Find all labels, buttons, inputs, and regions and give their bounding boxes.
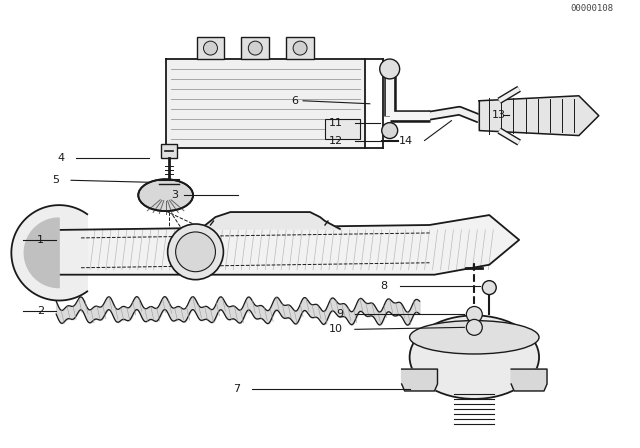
Bar [196, 37, 225, 59]
Polygon shape [200, 212, 340, 229]
Ellipse shape [138, 179, 193, 211]
Circle shape [380, 59, 399, 79]
Circle shape [467, 319, 483, 335]
Text: 6: 6 [291, 96, 298, 106]
Text: 2: 2 [37, 306, 44, 316]
Polygon shape [24, 218, 59, 288]
Circle shape [248, 41, 262, 55]
Text: 13: 13 [492, 110, 506, 120]
Circle shape [168, 224, 223, 280]
Polygon shape [479, 96, 599, 136]
Bar [161, 145, 177, 159]
Circle shape [175, 232, 216, 271]
Bar [241, 37, 269, 59]
Circle shape [467, 306, 483, 323]
Circle shape [293, 41, 307, 55]
Text: 9: 9 [336, 310, 343, 319]
Ellipse shape [145, 196, 187, 210]
Polygon shape [166, 59, 365, 148]
Text: 00000108: 00000108 [571, 4, 614, 13]
Text: 14: 14 [399, 136, 413, 146]
Text: 12: 12 [329, 136, 343, 146]
Text: 4: 4 [57, 153, 64, 164]
Text: 11: 11 [329, 118, 343, 128]
Ellipse shape [410, 321, 539, 354]
Ellipse shape [410, 315, 539, 399]
Circle shape [204, 41, 218, 55]
Bar [325, 119, 360, 138]
Text: 7: 7 [233, 384, 241, 394]
Polygon shape [511, 369, 547, 391]
Polygon shape [12, 205, 87, 301]
Polygon shape [31, 215, 519, 275]
Bar [286, 37, 314, 59]
Circle shape [381, 123, 397, 138]
Text: 8: 8 [381, 280, 388, 291]
Text: 5: 5 [52, 175, 59, 185]
Text: 3: 3 [172, 190, 179, 200]
Text: 10: 10 [329, 324, 343, 334]
Polygon shape [402, 369, 438, 391]
Circle shape [483, 280, 496, 294]
Text: 1: 1 [37, 235, 44, 245]
